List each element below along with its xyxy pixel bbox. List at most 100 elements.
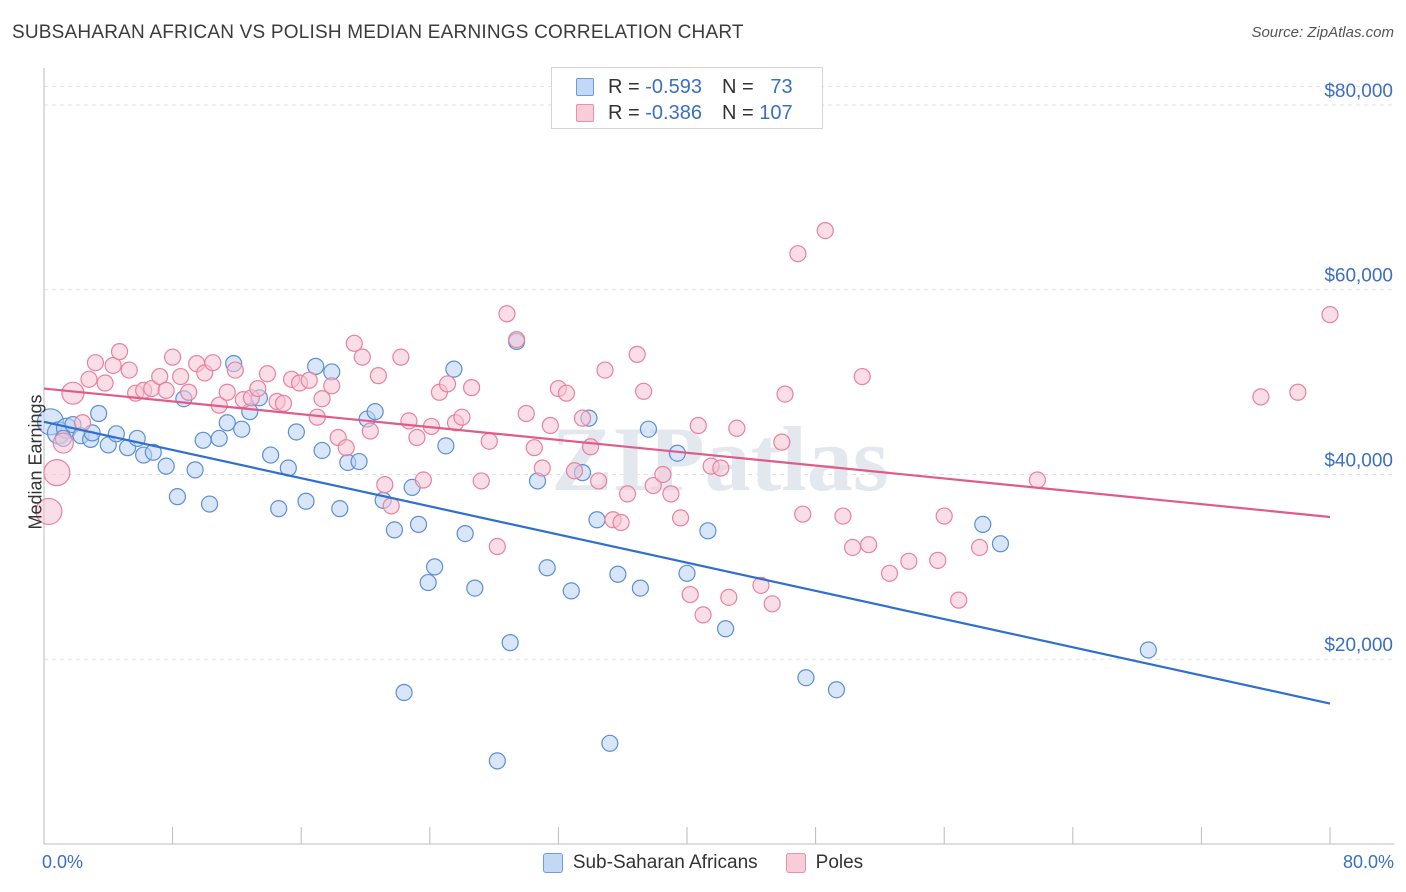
- data-point: [498, 305, 516, 323]
- data-point: [104, 356, 122, 375]
- data-point: [258, 365, 277, 383]
- data-point: [970, 538, 989, 557]
- data-point: [86, 354, 105, 372]
- legend-item-sub-saharan[interactable]: Sub-Saharan Africans: [542, 852, 758, 874]
- data-point: [249, 379, 267, 398]
- data-point: [96, 374, 114, 392]
- data-point: [35, 497, 63, 526]
- data-point: [297, 492, 315, 510]
- data-point: [763, 595, 781, 613]
- data-point: [525, 439, 543, 457]
- data-point: [157, 381, 175, 400]
- data-point: [618, 485, 637, 503]
- y-tick-labels: $20,000 $40,000 $60,000 $80,000: [1324, 81, 1393, 656]
- data-point: [313, 390, 331, 408]
- data-point: [634, 382, 653, 400]
- legend-swatch-blue: [542, 853, 563, 873]
- data-point: [426, 558, 444, 576]
- data-point: [935, 507, 953, 525]
- data-point: [541, 416, 559, 435]
- x-tick-min: 0.0%: [42, 852, 84, 872]
- data-point: [345, 334, 363, 352]
- trend-lines: [43, 387, 1331, 705]
- data-point: [307, 357, 325, 375]
- data-point: [950, 591, 968, 609]
- y-axis-label: Median Earnings: [25, 394, 46, 530]
- data-point: [589, 472, 608, 490]
- data-point: [573, 409, 592, 427]
- data-point: [438, 375, 457, 393]
- data-point: [350, 452, 368, 471]
- source-credit: Source: ZipAtlas.com: [1251, 24, 1394, 41]
- data-point: [414, 471, 432, 489]
- data-point: [313, 441, 331, 460]
- data-point: [681, 585, 699, 604]
- data-point: [151, 367, 169, 386]
- data-point: [644, 476, 662, 495]
- data-point: [797, 669, 815, 687]
- data-point: [488, 752, 506, 770]
- data-point: [300, 371, 318, 389]
- data-point: [834, 507, 852, 525]
- data-point: [694, 606, 712, 624]
- data-point: [1289, 383, 1307, 401]
- data-point: [200, 495, 219, 513]
- data-point: [720, 588, 738, 606]
- data-point: [366, 403, 384, 421]
- data-point: [776, 385, 794, 403]
- legend-n-value: 73: [770, 75, 793, 98]
- data-point: [120, 361, 138, 379]
- data-point: [929, 551, 947, 569]
- data-point: [453, 408, 471, 426]
- data-point: [180, 383, 198, 401]
- data-point: [361, 422, 379, 440]
- legend-item-poles[interactable]: Poles: [785, 852, 863, 874]
- data-point: [395, 683, 413, 702]
- data-point: [900, 552, 918, 570]
- data-point: [712, 459, 730, 477]
- legend-row-sub-saharan: R = -0.593 N = 73: [576, 74, 793, 100]
- data-point: [157, 457, 175, 475]
- data-point: [456, 524, 474, 543]
- data-point: [501, 634, 519, 652]
- legend-swatch-blue: [576, 78, 594, 96]
- legend-swatch-pink: [785, 853, 806, 873]
- data-point: [262, 446, 280, 464]
- data-point: [631, 579, 649, 597]
- chart-title: SUBSAHARAN AFRICAN VS POLISH MEDIAN EARN…: [12, 22, 744, 43]
- data-point: [287, 423, 305, 441]
- data-point: [1321, 306, 1339, 324]
- trend-line-sub-saharan: [43, 420, 1331, 705]
- data-point: [226, 361, 244, 379]
- data-point: [274, 394, 293, 412]
- data-point: [974, 515, 992, 533]
- data-point: [382, 497, 400, 515]
- legend-n-value: 107: [759, 101, 793, 124]
- data-point: [689, 416, 707, 435]
- data-point: [353, 348, 371, 366]
- data-point: [331, 500, 349, 518]
- data-point: [337, 439, 355, 457]
- data-point: [186, 461, 204, 479]
- data-point: [409, 515, 428, 533]
- data-point: [794, 505, 812, 523]
- data-point: [789, 245, 807, 263]
- data-point: [557, 384, 576, 402]
- y-tick-label: $20,000: [1324, 635, 1393, 656]
- data-point: [843, 538, 862, 557]
- data-point: [565, 462, 584, 480]
- trend-line-poles: [43, 387, 1331, 519]
- y-tick-label: $60,000: [1324, 266, 1393, 287]
- data-point: [164, 348, 182, 366]
- data-point: [1252, 388, 1270, 406]
- data-point: [172, 367, 190, 386]
- data-point: [392, 348, 410, 366]
- data-point: [52, 432, 74, 454]
- data-point: [612, 513, 630, 532]
- data-point: [480, 432, 498, 450]
- data-point: [385, 521, 404, 539]
- data-point: [445, 360, 463, 378]
- data-point: [323, 377, 341, 395]
- series-sub-saharan-africans: [36, 332, 1157, 770]
- series-legend: Sub-Saharan Africans Poles: [0, 852, 1406, 874]
